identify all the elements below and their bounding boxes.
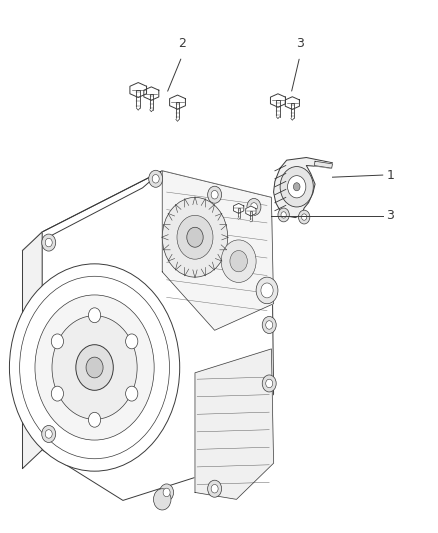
Bar [237,208,240,219]
Polygon shape [130,83,147,98]
Polygon shape [233,204,244,213]
Circle shape [187,227,203,247]
Polygon shape [150,110,153,112]
Circle shape [262,375,276,392]
Circle shape [88,413,101,427]
Polygon shape [137,108,140,110]
Polygon shape [276,117,279,119]
Polygon shape [195,349,274,499]
Circle shape [208,186,222,203]
Polygon shape [250,221,252,222]
Polygon shape [237,219,240,220]
Text: 2: 2 [178,37,186,50]
Circle shape [153,489,171,510]
Circle shape [126,334,138,349]
Polygon shape [270,94,286,107]
Polygon shape [246,206,256,216]
Circle shape [76,345,113,390]
Polygon shape [42,171,274,500]
Bar [176,102,179,119]
Circle shape [208,480,222,497]
Circle shape [88,308,101,322]
Bar [137,90,140,108]
Circle shape [230,251,247,272]
Circle shape [261,283,273,298]
Circle shape [152,174,159,183]
Circle shape [51,334,64,349]
Circle shape [281,212,286,218]
Circle shape [251,203,258,211]
Text: 3: 3 [386,209,394,222]
Polygon shape [314,161,332,168]
Circle shape [247,198,261,215]
Polygon shape [22,232,42,469]
Circle shape [177,215,213,259]
Text: 3: 3 [296,37,304,50]
Circle shape [266,321,273,329]
Polygon shape [162,171,274,330]
Polygon shape [170,95,185,109]
Text: 1: 1 [386,168,394,182]
Circle shape [45,238,52,247]
Polygon shape [285,96,300,109]
Circle shape [298,210,310,224]
Circle shape [278,208,289,222]
Circle shape [221,240,256,282]
Bar [150,94,153,110]
Polygon shape [274,158,332,217]
Bar [276,101,279,117]
Circle shape [86,357,103,378]
Circle shape [293,183,300,191]
Bar [291,103,294,118]
Circle shape [280,166,313,207]
Bar [250,211,252,221]
Circle shape [10,264,180,471]
Circle shape [211,484,218,493]
Circle shape [35,295,154,440]
Circle shape [266,379,273,387]
Circle shape [126,386,138,401]
Polygon shape [291,118,294,120]
Circle shape [211,190,218,199]
Polygon shape [144,87,159,100]
Circle shape [52,316,137,419]
Circle shape [262,317,276,334]
Polygon shape [22,171,162,251]
Circle shape [159,484,173,501]
Circle shape [163,488,170,497]
Circle shape [149,170,162,187]
Circle shape [42,234,56,251]
Circle shape [162,197,228,277]
Polygon shape [176,119,179,122]
Circle shape [288,176,306,198]
Circle shape [45,430,52,438]
Circle shape [256,277,278,304]
Circle shape [51,386,64,401]
Circle shape [301,214,307,220]
Circle shape [42,425,56,442]
